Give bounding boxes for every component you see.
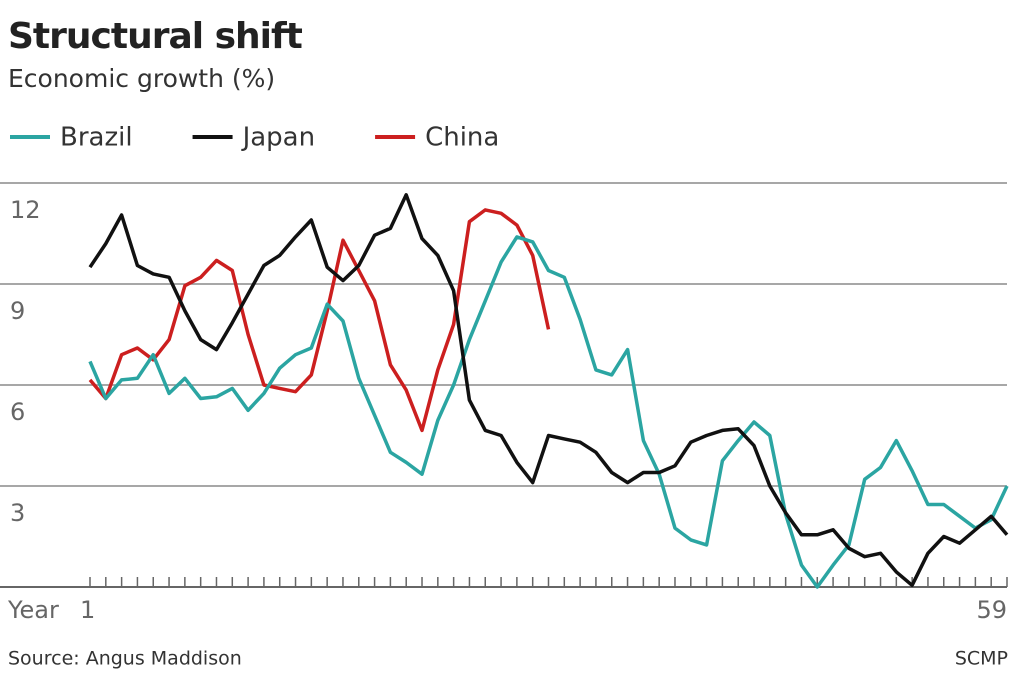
series-line [88, 208, 551, 433]
series-line [88, 235, 1009, 589]
source: Source: Angus Maddison [8, 648, 242, 670]
y-tick-label: 9 [10, 297, 25, 325]
x-tick-label: 1 [80, 596, 95, 624]
y-tick-label: 3 [10, 499, 25, 527]
x-axis-label: Year [7, 596, 59, 624]
series-line [88, 193, 1009, 588]
chart-title: Structural shift [8, 16, 303, 57]
y-tick-label: 6 [10, 398, 25, 426]
y-tick-label: 12 [10, 196, 41, 224]
legend-label: China [425, 123, 499, 153]
legend-label: Brazil [60, 123, 133, 153]
x-tick-label: 59 [976, 596, 1007, 624]
chart-subtitle: Economic growth (%) [8, 64, 275, 93]
legend-label: Japan [241, 123, 316, 153]
credit: SCMP [955, 648, 1008, 670]
